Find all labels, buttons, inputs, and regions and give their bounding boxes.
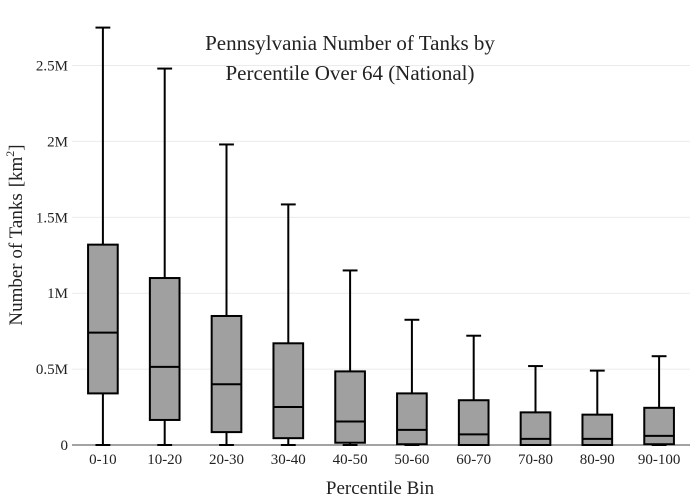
iqr-box (87, 243, 119, 395)
box-90-100 (643, 355, 675, 446)
chart-title-line-1: Pennsylvania Number of Tanks by (205, 31, 495, 55)
y-tick-label: 2M (47, 134, 68, 150)
y-axis-label-unit-sup: 2 (3, 151, 17, 157)
iqr-box (210, 314, 243, 434)
x-tick-label: 10-20 (147, 452, 182, 468)
y-tick-label: 1.5M (36, 210, 68, 226)
y-tick-label: 0 (61, 438, 69, 454)
box-60-70 (457, 334, 490, 446)
x-tick-label: 60-70 (456, 452, 491, 468)
x-tick-label: 50-60 (394, 452, 429, 468)
y-tick-label: 0.5M (36, 362, 68, 378)
x-tick-label: 90-100 (638, 452, 681, 468)
x-tick-label: 30-40 (271, 452, 306, 468)
iqr-box (457, 399, 490, 446)
x-tick-label: 0-10 (89, 452, 117, 468)
box-30-40 (272, 203, 305, 446)
x-tick-label: 80-90 (580, 452, 615, 468)
y-axis-label: Number of Tanks [km2] (3, 144, 27, 325)
iqr-box (643, 406, 675, 446)
x-tick-label: 20-30 (209, 452, 244, 468)
iqr-box (519, 411, 552, 446)
y-tick-labels: 0 0.5M 1M 1.5M 2M 2.5M (36, 59, 68, 454)
box-70-80 (519, 365, 552, 446)
iqr-box (272, 342, 305, 440)
y-axis-label-text: Number of Tanks (6, 193, 27, 325)
iqr-box (334, 370, 366, 444)
y-axis-label-unit: [km (6, 156, 27, 187)
x-tick-labels: 0-10 10-20 20-30 30-40 40-50 50-60 60-70 70-80 8… (89, 452, 680, 468)
box-20-30 (210, 143, 243, 446)
x-axis-label: Percentile Bin (326, 478, 435, 499)
iqr-box (396, 392, 428, 446)
y-tick-label: 1M (47, 286, 68, 302)
y-axis-label-unit-end: ] (6, 144, 27, 150)
box-0-10 (87, 26, 119, 446)
chart-title-line-2: Percentile Over 64 (National) (226, 61, 475, 85)
box-50-60 (396, 318, 428, 446)
iqr-box (581, 413, 614, 446)
boxes (87, 26, 675, 446)
x-tick-label: 40-50 (333, 452, 368, 468)
y-tick-label: 2.5M (36, 59, 68, 75)
iqr-box (148, 277, 181, 421)
box-80-90 (581, 369, 614, 446)
box-10-20 (148, 67, 181, 446)
x-tick-label: 70-80 (518, 452, 553, 468)
box-40-50 (334, 269, 366, 446)
